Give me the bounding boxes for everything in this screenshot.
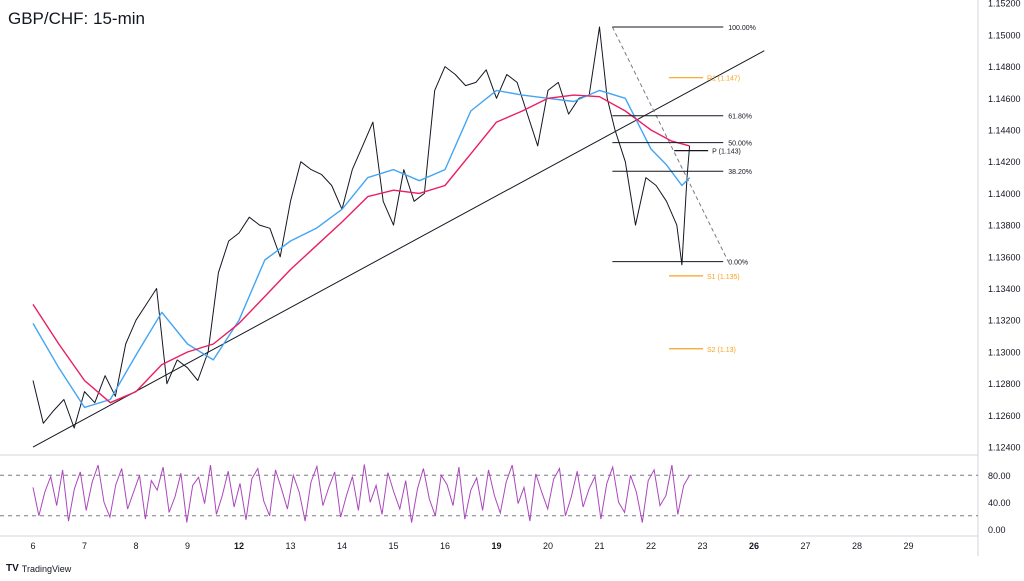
- chart-title: GBP/CHF: 15-min: [8, 9, 145, 28]
- price-tick-label: 1.14200: [988, 157, 1021, 167]
- series-price: [32, 26, 691, 429]
- time-tick-label: 29: [903, 541, 913, 551]
- pivot-label: P (1.143): [712, 149, 741, 156]
- time-tick-label: 6: [30, 541, 35, 551]
- price-tick-label: 1.14400: [988, 126, 1021, 136]
- time-tick-label: 20: [543, 541, 553, 551]
- pivot-label: S2 (1.13): [707, 347, 736, 354]
- time-tick-label: 22: [646, 541, 656, 551]
- price-tick-label: 1.13600: [988, 252, 1021, 262]
- series-ma-slow: [32, 94, 690, 404]
- rsi-tick-label: 40.00: [988, 498, 1011, 508]
- time-tick-label: 23: [697, 541, 707, 551]
- fib-level-label: 50.00%: [728, 141, 752, 148]
- time-tick-label: 12: [234, 541, 244, 551]
- price-tick-label: 1.13400: [988, 284, 1021, 294]
- rsi-tick-label: 0.00: [988, 525, 1006, 535]
- pivot-label: R1 (1.147): [707, 76, 740, 83]
- price-tick-label: 1.15000: [988, 30, 1021, 40]
- time-tick-label: 16: [440, 541, 450, 551]
- fib-diagonal: [611, 26, 729, 262]
- time-tick-label: 9: [185, 541, 190, 551]
- tradingview-brand[interactable]: TV TradingView: [6, 563, 71, 574]
- time-tick-label: 13: [285, 541, 295, 551]
- tradingview-logo-icon: TV: [6, 563, 19, 574]
- price-tick-label: 1.13000: [988, 347, 1021, 357]
- price-tick-label: 1.12400: [988, 443, 1021, 453]
- time-tick-label: 7: [82, 541, 87, 551]
- fib-level-label: 61.80%: [728, 114, 752, 121]
- brand-name: TradingView: [21, 563, 72, 574]
- price-tick-label: 1.13200: [988, 316, 1021, 326]
- price-tick-label: 1.12800: [988, 379, 1021, 389]
- series-ma-fast: [32, 89, 691, 409]
- price-tick-label: 1.13800: [988, 221, 1021, 231]
- price-tick-label: 1.14600: [988, 94, 1021, 104]
- time-tick-label: 28: [852, 541, 862, 551]
- time-tick-label: 15: [388, 541, 398, 551]
- fib-level-label: 0.00%: [728, 260, 748, 267]
- time-tick-label: 14: [337, 541, 347, 551]
- time-tick-label: 27: [800, 541, 810, 551]
- fib-level-label: 100.00%: [728, 25, 756, 32]
- price-tick-label: 1.12600: [988, 411, 1021, 421]
- price-tick-label: 1.14000: [988, 189, 1021, 199]
- time-tick-label: 26: [749, 541, 759, 551]
- trendline: [32, 50, 765, 448]
- time-tick-label: 19: [491, 541, 501, 551]
- fib-level-label: 38.20%: [728, 169, 752, 176]
- time-tick-label: 8: [133, 541, 138, 551]
- pivot-label: S1 (1.135): [707, 274, 740, 281]
- time-tick-label: 21: [594, 541, 604, 551]
- rsi-tick-label: 80.00: [988, 471, 1011, 481]
- price-tick-label: 1.14800: [988, 62, 1021, 72]
- rsi-line: [32, 464, 691, 523]
- price-tick-label: 1.15200: [988, 0, 1021, 9]
